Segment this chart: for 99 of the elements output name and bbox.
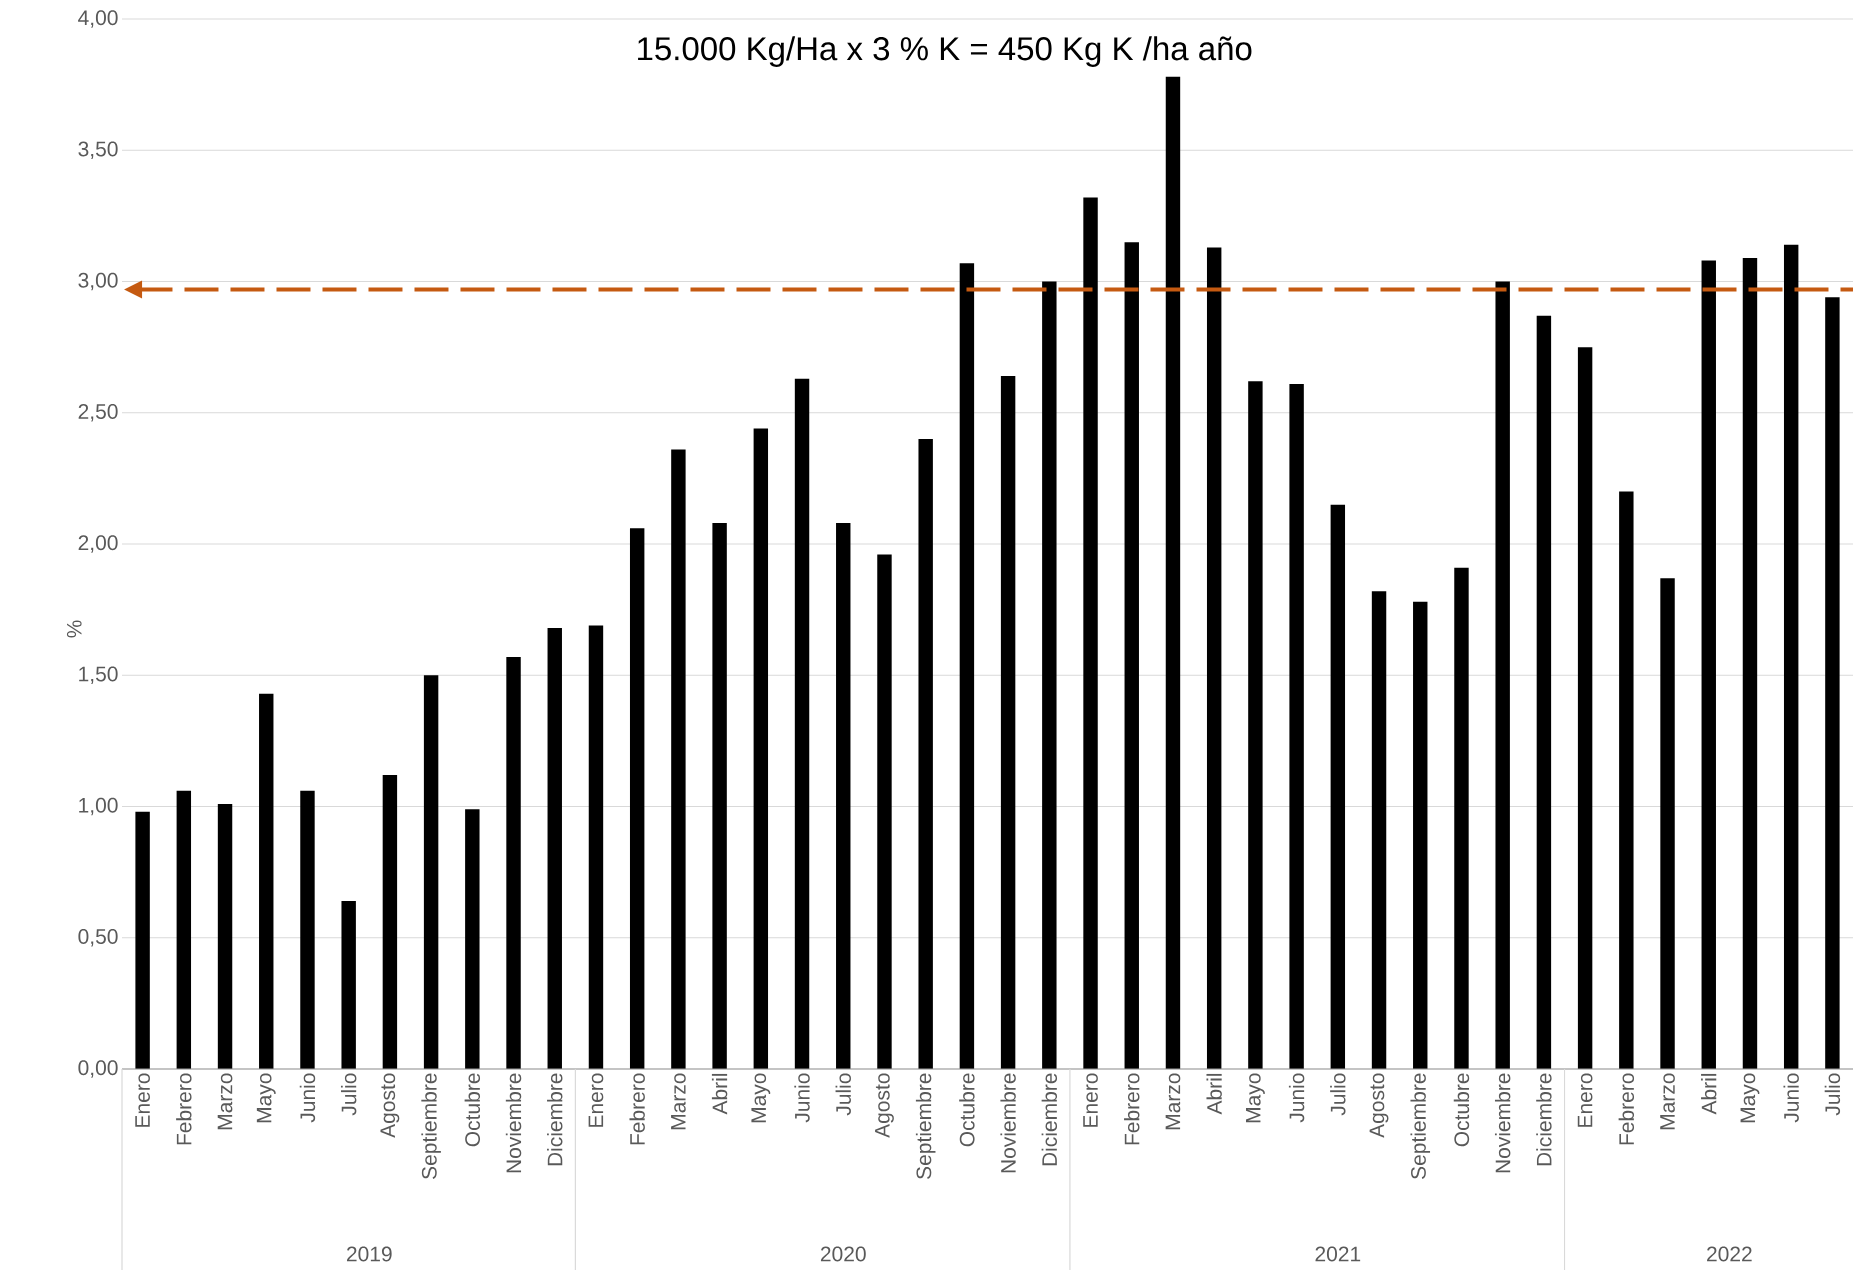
bar bbox=[1165, 76, 1181, 1069]
bar bbox=[547, 628, 562, 1069]
x-tick-label: Octubre bbox=[1453, 1073, 1470, 1147]
bar bbox=[1248, 381, 1263, 1069]
bar bbox=[877, 554, 892, 1069]
x-tick-label: Julio bbox=[1330, 1073, 1346, 1116]
bar bbox=[753, 428, 769, 1069]
x-tick-label: Noviembre bbox=[1494, 1073, 1511, 1173]
bar bbox=[1783, 244, 1799, 1069]
bar bbox=[1042, 281, 1057, 1069]
bar bbox=[1206, 247, 1222, 1069]
bar bbox=[1330, 504, 1346, 1069]
bar bbox=[671, 449, 686, 1069]
x-tick-label: Septiembre bbox=[915, 1073, 936, 1179]
x-tick-label: Febrero bbox=[1124, 1073, 1140, 1145]
x-tick-label: Abril bbox=[1206, 1073, 1222, 1115]
x-tick-label: Diciembre bbox=[1536, 1073, 1552, 1166]
y-tick-label: 2,00 bbox=[78, 535, 118, 553]
x-tick-label: Junio bbox=[1288, 1073, 1305, 1123]
x-tick-label: Mayo bbox=[751, 1073, 771, 1123]
x-tick-label: Septiembre bbox=[421, 1073, 441, 1179]
x-tick-label: Noviembre bbox=[505, 1073, 522, 1173]
x-tick-label: Mayo bbox=[1246, 1073, 1265, 1123]
bar bbox=[382, 775, 398, 1069]
x-tick-label: Julio bbox=[1824, 1073, 1841, 1116]
bar bbox=[1536, 315, 1552, 1069]
x-tick-label: Julio bbox=[835, 1073, 851, 1116]
y-tick-label: 0,50 bbox=[78, 929, 118, 947]
bar bbox=[1413, 601, 1428, 1069]
x-tick-label: Noviembre bbox=[1000, 1073, 1016, 1173]
bar bbox=[1577, 347, 1593, 1069]
chart-title: 15.000 Kg/Ha x 3 % K = 450 Kg K /ha año bbox=[638, 36, 1252, 67]
bar bbox=[588, 625, 604, 1069]
x-tick-label: Diciembre bbox=[1041, 1073, 1058, 1166]
bar bbox=[1289, 383, 1304, 1069]
bar bbox=[836, 523, 851, 1069]
bar bbox=[1660, 578, 1675, 1069]
text: 2020 bbox=[820, 1246, 866, 1262]
bar bbox=[1742, 257, 1758, 1069]
x-tick-label: Febrero bbox=[629, 1073, 645, 1145]
bar bbox=[1495, 281, 1510, 1069]
bar bbox=[1454, 567, 1469, 1069]
x-tick-label: Marzo bbox=[1660, 1073, 1675, 1130]
bar bbox=[794, 378, 810, 1069]
y-axis-title: % bbox=[66, 620, 82, 638]
x-tick-label: Diciembre bbox=[547, 1073, 563, 1166]
text: 2021 bbox=[1315, 1246, 1361, 1262]
bar bbox=[1701, 260, 1716, 1069]
bar bbox=[712, 523, 727, 1069]
y-tick-label: 0,00 bbox=[78, 1060, 118, 1078]
y-tick-label: 1,50 bbox=[79, 666, 118, 684]
y-tick-label: 2,50 bbox=[78, 404, 118, 422]
x-tick-label: Octubre bbox=[959, 1073, 975, 1147]
bar bbox=[506, 656, 521, 1069]
x-tick-label: Marzo bbox=[671, 1073, 686, 1130]
x-tick-label: Enero bbox=[588, 1073, 604, 1127]
x-tick-label: Junio bbox=[1783, 1073, 1799, 1123]
bar bbox=[1619, 491, 1634, 1069]
x-tick-label: Febrero bbox=[176, 1073, 192, 1145]
x-tick-label: Enero bbox=[135, 1073, 150, 1127]
y-tick-label: 3,50 bbox=[78, 141, 118, 159]
x-tick-label: Junio bbox=[794, 1073, 810, 1123]
y-tick-label: 4,00 bbox=[78, 10, 118, 28]
x-tick-label: Marzo bbox=[1165, 1073, 1181, 1130]
y-tick-label: 3,00 bbox=[78, 272, 118, 291]
bar bbox=[1124, 242, 1139, 1069]
x-tick-label: Enero bbox=[1083, 1073, 1098, 1127]
bar bbox=[176, 790, 192, 1069]
bar bbox=[217, 803, 233, 1069]
x-tick-label: Mayo bbox=[1740, 1073, 1760, 1123]
bar bbox=[1000, 376, 1016, 1069]
bar bbox=[259, 693, 274, 1069]
bar bbox=[423, 675, 439, 1069]
bar bbox=[135, 811, 150, 1069]
x-tick-label: Febrero bbox=[1618, 1073, 1635, 1145]
x-tick-label: Enero bbox=[1577, 1073, 1593, 1127]
x-tick-label: Mayo bbox=[256, 1073, 276, 1123]
y-tick-label: 1,00 bbox=[79, 797, 118, 816]
x-tick-label: Julio bbox=[340, 1073, 357, 1116]
bar bbox=[959, 263, 975, 1069]
x-tick-label: Agosto bbox=[1369, 1073, 1389, 1138]
text: 2019 bbox=[346, 1246, 392, 1262]
bar bbox=[1371, 591, 1387, 1069]
bar bbox=[465, 809, 480, 1069]
x-tick-label: Abril bbox=[711, 1073, 728, 1115]
x-tick-label: Agosto bbox=[875, 1073, 894, 1138]
x-tick-label: Agosto bbox=[380, 1073, 400, 1138]
bar bbox=[300, 790, 315, 1069]
text: 2022 bbox=[1707, 1246, 1752, 1262]
x-tick-label: Abril bbox=[1701, 1073, 1717, 1115]
bar bbox=[341, 901, 356, 1069]
bar bbox=[1825, 297, 1840, 1069]
bar bbox=[918, 439, 933, 1069]
x-tick-label: Octubre bbox=[464, 1073, 481, 1147]
x-tick-label: Junio bbox=[299, 1073, 316, 1123]
bar bbox=[629, 528, 645, 1069]
bar bbox=[1083, 197, 1098, 1069]
x-tick-label: Marzo bbox=[217, 1073, 233, 1130]
x-tick-label: Septiembre bbox=[1410, 1073, 1431, 1179]
